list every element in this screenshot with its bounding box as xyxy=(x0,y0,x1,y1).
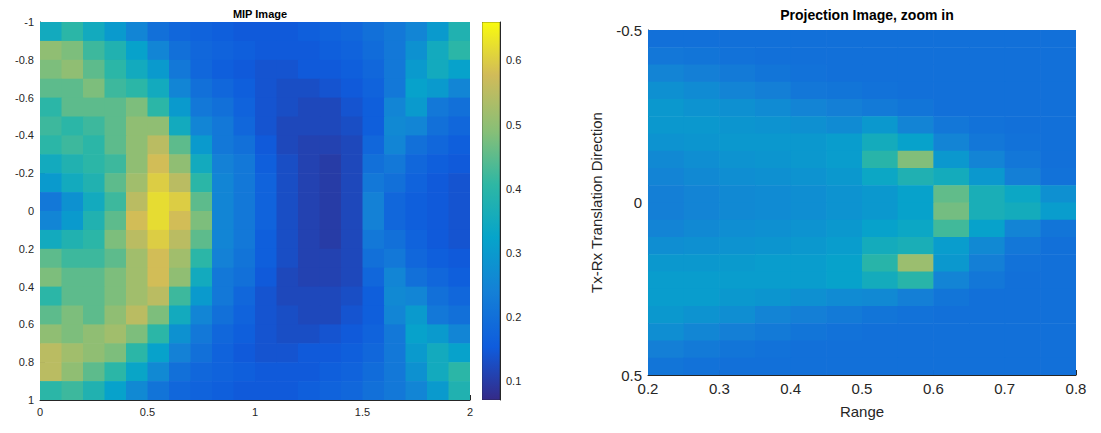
svg-text:Tx-Rx Translation Direction: Tx-Rx Translation Direction xyxy=(588,112,605,293)
svg-text:0.5: 0.5 xyxy=(852,380,873,397)
svg-text:0: 0 xyxy=(37,406,43,418)
svg-text:0.6: 0.6 xyxy=(19,318,34,330)
svg-text:0.5: 0.5 xyxy=(506,119,521,131)
svg-text:0.4: 0.4 xyxy=(780,380,801,397)
svg-text:0.4: 0.4 xyxy=(506,183,521,195)
svg-text:-0.4: -0.4 xyxy=(15,129,34,141)
svg-text:-0.5: -0.5 xyxy=(616,22,642,39)
svg-text:-0.2: -0.2 xyxy=(15,167,34,179)
svg-text:-0.8: -0.8 xyxy=(15,54,34,66)
svg-text:0: 0 xyxy=(28,205,34,217)
svg-text:2: 2 xyxy=(467,406,473,418)
svg-text:0.8: 0.8 xyxy=(19,356,34,368)
svg-text:0.2: 0.2 xyxy=(19,243,34,255)
svg-text:Projection Image, zoom in: Projection Image, zoom in xyxy=(780,7,953,23)
svg-text:0.5: 0.5 xyxy=(140,406,155,418)
svg-text:0.3: 0.3 xyxy=(709,380,730,397)
svg-text:0.4: 0.4 xyxy=(19,281,34,293)
svg-text:0.6: 0.6 xyxy=(923,380,944,397)
svg-text:1.5: 1.5 xyxy=(355,406,370,418)
svg-text:0.8: 0.8 xyxy=(1066,380,1087,397)
svg-text:MIP Image: MIP Image xyxy=(233,8,287,20)
svg-text:0.6: 0.6 xyxy=(506,54,521,66)
svg-text:0.7: 0.7 xyxy=(994,380,1015,397)
svg-text:1: 1 xyxy=(252,406,258,418)
svg-text:0.5: 0.5 xyxy=(621,366,642,384)
svg-text:0.3: 0.3 xyxy=(506,247,521,259)
svg-text:0.2: 0.2 xyxy=(638,380,659,397)
svg-text:0.1: 0.1 xyxy=(506,375,521,387)
svg-text:0.2: 0.2 xyxy=(506,311,521,323)
svg-text:Range: Range xyxy=(840,403,884,420)
svg-text:-1: -1 xyxy=(24,16,34,28)
svg-text:0: 0 xyxy=(634,194,642,211)
svg-text:-0.6: -0.6 xyxy=(15,92,34,104)
svg-text:1: 1 xyxy=(28,394,34,406)
